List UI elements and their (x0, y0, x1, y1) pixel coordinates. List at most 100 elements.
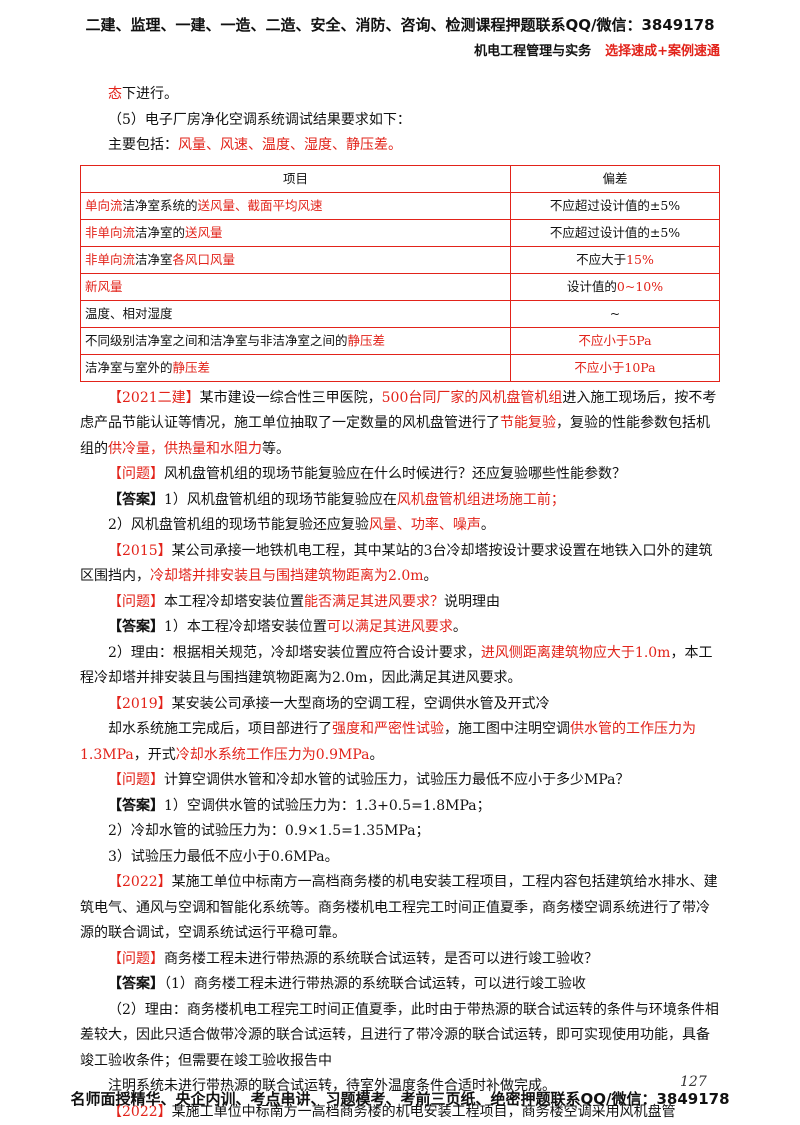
paragraph: 【2021二建】某市建设一综合性三甲医院，500台同厂家的风机盘管机组进入施工现… (80, 386, 720, 463)
table-cell: ~ (511, 300, 720, 327)
text-run: 强度和严密性试验 (332, 721, 444, 737)
text-run: 等。 (262, 441, 290, 457)
text-run: ，开式 (134, 747, 176, 763)
text-run: 。 (370, 747, 384, 763)
text-run: 15% (626, 252, 654, 267)
text-run: 【2019】 (108, 696, 172, 712)
paragraph: 【答案】1）本工程冷却塔安装位置可以满足其进风要求。 (80, 615, 720, 641)
text-run: 不应大于 (576, 252, 626, 267)
table-row: 洁净室与室外的静压差 不应小于10Pa (81, 354, 720, 381)
paragraph: 【问题】计算空调供水管和冷却水管的试验压力，试验压力最低不应小于多少MPa？ (80, 768, 720, 794)
text-run: 1）风机盘管机组的现场节能复验应在 (164, 492, 397, 508)
table-header: 项目偏差 (81, 165, 720, 192)
text-run: 设计值的 (567, 279, 617, 294)
text-run: 3）试验压力最低不应小于0.6MPa。 (108, 849, 339, 865)
text-run: 新风量 (85, 279, 123, 294)
text-run: 1）空调供水管的试验压力为：1.3+0.5=1.8MPa； (164, 798, 491, 814)
table-row: 不同级别洁净室之间和洁净室与非洁净室之间的静压差不应小于5Pa (81, 327, 720, 354)
text-run: （1）商务楼工程未进行带热源的系统联合试运转，可以进行竣工验收 (164, 976, 586, 992)
text-run: 不同级别洁净室之间和洁净室与非洁净室之间的 (85, 333, 348, 348)
text-run: 不应小于10Pa (574, 360, 655, 375)
content: 态下进行。 （5）电子厂房净化空调系统调试结果要求如下： 主要包括：风量、风速、温度… (80, 82, 720, 1125)
table: 项目偏差单向流洁净室系统的送风量、截面平均风速不应超过设计值的±5%非单向流洁净… (80, 165, 720, 382)
text-run: 2）风机盘管机组的现场节能复验还应复验 (108, 517, 369, 533)
text-run: 2）冷却水管的试验压力为：0.9×1.5=1.35MPa； (108, 823, 430, 839)
text-run: 风量、功率、噪声 (369, 517, 481, 533)
paragraph: 【2022】某施工单位中标南方一高档商务楼的机电安装工程项目，工程内容包括建筑给… (80, 870, 720, 947)
text-run: 单向流 (85, 198, 123, 213)
text-run: 【2022】 (108, 874, 172, 890)
text-run: 洁净室与室外的 (85, 360, 173, 375)
table-row: 非单向流洁净室的送风量 不应超过设计值的±5% (81, 219, 720, 246)
text-run: 可以满足其进风要求 (327, 619, 453, 635)
text-run: 能否满足其进风要求？ (304, 594, 444, 610)
paragraph: 却水系统施工完成后，项目部进行了强度和严密性试验，施工图中注明空调供水管的工作压… (80, 717, 720, 768)
intro: 态下进行。 （5）电子厂房净化空调系统调试结果要求如下： 主要包括：风量、风速、温度… (80, 82, 720, 159)
header-cell: 项目 (81, 165, 511, 192)
text-run: 各风口风量 (173, 252, 236, 267)
text-run: 。 (424, 568, 438, 584)
text-run: 500台同厂家的风机盘管机组 (382, 390, 563, 406)
table-cell: 不应超过设计值的±5% (511, 219, 720, 246)
table-cell: 温度、相对湿度 (81, 300, 511, 327)
paragraph: （5）电子厂房净化空调系统调试结果要求如下： (80, 108, 720, 134)
text-run: 不应超过设计值的±5% (550, 225, 680, 240)
text-run: 温度、相对湿度 (85, 306, 173, 321)
text-run: 【2015】 (108, 543, 172, 559)
text-run: （5）电子厂房净化空调系统调试结果要求如下： (108, 112, 411, 128)
header-cell: 偏差 (511, 165, 720, 192)
text-run: 态 (108, 86, 122, 102)
paragraph: 2）理由：根据相关规范，冷却塔安装位置应符合设计要求，进风侧距离建筑物应大于1.… (80, 641, 720, 692)
table-row: 单向流洁净室系统的送风量、截面平均风速不应超过设计值的±5% (81, 192, 720, 219)
text-run: （2）理由：商务楼机电工程完工时间正值夏季，此时由于带热源的联合试运转的条件与环… (80, 1002, 719, 1069)
text-run: 送风量 (185, 225, 223, 240)
paragraph: 2）风机盘管机组的现场节能复验还应复验风量、功率、噪声。 (80, 513, 720, 539)
text-run: 选择速成+案例速通 (605, 44, 720, 59)
text-run: 却水系统施工完成后，项目部进行了 (108, 721, 332, 737)
text-run: 【答案】 (108, 492, 164, 508)
paragraph: 【答案】1）空调供水管的试验压力为：1.3+0.5=1.8MPa； (80, 794, 720, 820)
table-cell: 不应大于15% (511, 246, 720, 273)
text-run: 进风侧距离建筑物应大于1.0m (481, 645, 671, 661)
paragraph: 【问题】风机盘管机组的现场节能复验应在什么时候进行？还应复验哪些性能参数？ (80, 462, 720, 488)
paragraph: 【问题】本工程冷却塔安装位置能否满足其进风要求？说明理由 (80, 590, 720, 616)
text-run: 0~10% (617, 279, 663, 294)
paragraph: 主要包括：风量、风速、温度、湿度、静压差。 (80, 133, 720, 159)
text-run: 【答案】 (108, 798, 164, 814)
text-run: 【问题】 (108, 466, 164, 482)
paragraphs: 【2021二建】某市建设一综合性三甲医院，500台同厂家的风机盘管机组进入施工现… (80, 386, 720, 1125)
text-run: 风机盘管机组进场施工前； (397, 492, 565, 508)
text-run: ，施工图中注明空调 (444, 721, 570, 737)
text-run: 2）理由：根据相关规范，冷却塔安装位置应符合设计要求， (108, 645, 481, 661)
text-run: 下进行。 (122, 86, 178, 102)
paragraph: 【2019】某安装公司承接一大型商场的空调工程，空调供水管及开式冷 (80, 692, 720, 718)
footer: 名师面授精华、央企内训、考点串讲、习题模考、考前三页纸、绝密押题联系QQ/微信：… (0, 1088, 800, 1109)
table-cell: 不应小于5Pa (511, 327, 720, 354)
paragraph: 2）冷却水管的试验压力为：0.9×1.5=1.35MPa； (80, 819, 720, 845)
text-run: 冷却水系统工作压力为0.9MPa (176, 747, 370, 763)
text-run: 洁净室的 (135, 225, 185, 240)
table-row: 温度、相对湿度 ~ (81, 300, 720, 327)
text-run: 1）本工程冷却塔安装位置 (164, 619, 327, 635)
text-run: 机电工程管理与实务 (474, 44, 591, 59)
text-run: ~ (610, 306, 620, 321)
text-run: 某施工单位中标南方一高档商务楼的机电安装工程项目，工程内容包括建筑给水排水、建筑… (80, 874, 718, 941)
text-run: 说明理由 (444, 594, 500, 610)
text-run: 计算空调供水管和冷却水管的试验压力，试验压力最低不应小于多少MPa？ (164, 772, 629, 788)
paragraph: （2）理由：商务楼机电工程完工时间正值夏季，此时由于带热源的联合试运转的条件与环… (80, 998, 720, 1075)
paragraph: 【答案】（1）商务楼工程未进行带热源的系统联合试运转，可以进行竣工验收 (80, 972, 720, 998)
text-run: 供冷量，供热量和水阻力 (108, 441, 262, 457)
table-row: 新风量 设计值的0~10% (81, 273, 720, 300)
paragraph: 【问题】商务楼工程未进行带热源的系统联合试运转，是否可以进行竣工验收？ (80, 947, 720, 973)
paragraph: 态下进行。 (80, 82, 720, 108)
table-cell: 新风量 (81, 273, 511, 300)
table-cell: 非单向流洁净室各风口风量 (81, 246, 511, 273)
header-line: 二建、监理、一建、一造、二造、安全、消防、咨询、检测课程押题联系QQ/微信：38… (0, 14, 800, 35)
text-run: 。 (481, 517, 495, 533)
table-cell: 单向流洁净室系统的送风量、截面平均风速 (81, 192, 511, 219)
table-cell: 洁净室与室外的静压差 (81, 354, 511, 381)
paragraph: 【答案】1）风机盘管机组的现场节能复验应在风机盘管机组进场施工前； (80, 488, 720, 514)
text-run: 【问题】 (108, 772, 164, 788)
text-run: 非单向流 (85, 225, 135, 240)
